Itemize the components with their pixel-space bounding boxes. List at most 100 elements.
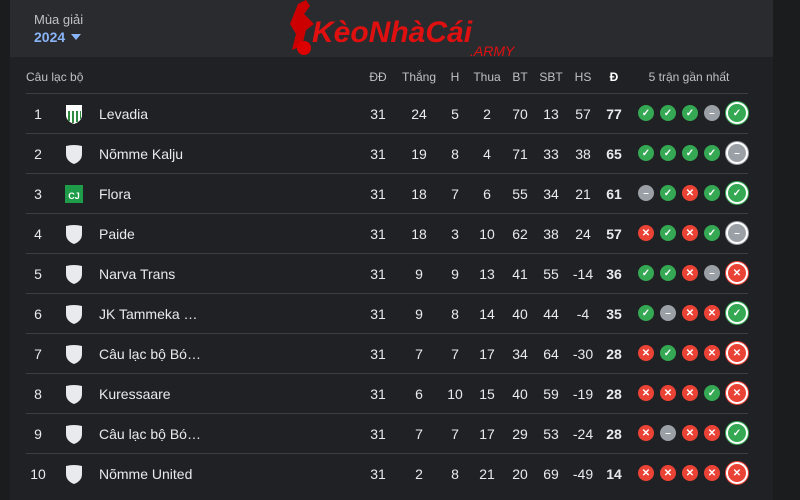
form-draw-icon[interactable]: – <box>704 105 720 121</box>
club-crest-icon <box>63 343 85 365</box>
form-loss-icon[interactable]: ✕ <box>638 385 654 401</box>
form-loss-icon[interactable]: ✕ <box>682 265 698 281</box>
form-draw-icon[interactable]: – <box>660 425 676 441</box>
club-crest-icon <box>63 463 85 485</box>
form-loss-icon[interactable]: ✕ <box>638 465 654 481</box>
form-loss-icon[interactable]: ✕ <box>704 465 720 481</box>
form-loss-icon[interactable]: ✕ <box>704 425 720 441</box>
form-win-icon[interactable]: ✓ <box>682 145 698 161</box>
table-row[interactable]: 7 Câu lạc bộ Bó… 31 7 7 17 34 64 -30 28 ✕ ✓ ✕ ✕ ✕ <box>26 333 748 373</box>
form-win-icon[interactable]: ✓ <box>704 185 720 201</box>
form-win-icon[interactable]: ✓ <box>704 225 720 241</box>
stat-gd: 21 <box>575 186 591 202</box>
form-draw-icon[interactable]: – <box>726 222 748 244</box>
form-draw-icon[interactable]: – <box>660 305 676 321</box>
form-draw-icon[interactable]: – <box>638 185 654 201</box>
form-win-icon[interactable]: ✓ <box>638 105 654 121</box>
form-win-icon[interactable]: ✓ <box>726 422 748 444</box>
form-loss-icon[interactable]: ✕ <box>660 465 676 481</box>
form-loss-icon[interactable]: ✕ <box>704 305 720 321</box>
form-win-icon[interactable]: ✓ <box>638 265 654 281</box>
form-loss-icon[interactable]: ✕ <box>726 342 748 364</box>
club-name[interactable]: Nõmme United <box>99 466 193 482</box>
stat-gd: 57 <box>575 106 591 122</box>
table-row[interactable]: 1 Levadia 31 24 5 2 70 13 57 77 ✓ ✓ ✓ – ✓ <box>26 93 748 133</box>
stat-draw: 8 <box>451 306 459 322</box>
table-row[interactable]: 6 JK Tammeka … 31 9 8 14 40 44 -4 35 ✓ – ✕ ✕ ✓ <box>26 293 748 333</box>
form-loss-icon[interactable]: ✕ <box>682 465 698 481</box>
stat-won: 7 <box>415 346 423 362</box>
form-loss-icon[interactable]: ✕ <box>704 345 720 361</box>
form-loss-icon[interactable]: ✕ <box>682 425 698 441</box>
stat-draw: 7 <box>451 426 459 442</box>
stat-gf: 34 <box>512 346 528 362</box>
club-name[interactable]: Narva Trans <box>99 266 176 282</box>
table-row[interactable]: 9 Câu lạc bộ Bó… 31 7 7 17 29 53 -24 28 ✕ – ✕ ✕ ✓ <box>26 413 748 453</box>
form-win-icon[interactable]: ✓ <box>726 182 748 204</box>
form-win-icon[interactable]: ✓ <box>638 145 654 161</box>
form-win-icon[interactable]: ✓ <box>660 345 676 361</box>
form-win-icon[interactable]: ✓ <box>660 265 676 281</box>
table-row[interactable]: 3 CJ Flora 31 18 7 6 55 34 21 61– ✓ ✕ ✓ ✓ <box>26 173 748 213</box>
stat-draw: 8 <box>451 146 459 162</box>
svg-text:.ARMY: .ARMY <box>470 43 516 59</box>
table-row[interactable]: 10 Nõmme United 31 2 8 21 20 69 -49 14 ✕ ✕ ✕ ✕ ✕ <box>26 453 748 493</box>
rank: 4 <box>34 226 42 242</box>
club-crest-icon <box>63 383 85 405</box>
table-row[interactable]: 8 Kuressaare 31 6 10 15 40 59 -19 28 ✕ ✕ ✕ ✓ ✕ <box>26 373 748 413</box>
club-name[interactable]: Kuressaare <box>99 386 171 402</box>
club-name[interactable]: Levadia <box>99 106 149 122</box>
stat-lost: 14 <box>479 306 495 322</box>
form-draw-icon[interactable]: – <box>704 265 720 281</box>
club-name[interactable]: Câu lạc bộ Bó… <box>99 426 201 442</box>
form-loss-icon[interactable]: ✕ <box>682 345 698 361</box>
form-win-icon[interactable]: ✓ <box>660 105 676 121</box>
form-win-icon[interactable]: ✓ <box>726 302 748 324</box>
rank: 8 <box>34 386 42 402</box>
form-loss-icon[interactable]: ✕ <box>638 345 654 361</box>
club-name[interactable]: Paide <box>99 226 135 242</box>
table-row[interactable]: 2 Nõmme Kalju 31 19 8 4 71 33 38 65 ✓ ✓ ✓ ✓ – <box>26 133 748 173</box>
rank: 9 <box>34 426 42 442</box>
form-loss-icon[interactable]: ✕ <box>726 382 748 404</box>
form-win-icon[interactable]: ✓ <box>682 105 698 121</box>
stat-pts: 14 <box>606 466 622 482</box>
stat-won: 18 <box>411 186 427 202</box>
club-name[interactable]: Câu lạc bộ Bó… <box>99 346 201 362</box>
form-draw-icon[interactable]: – <box>726 142 748 164</box>
form-win-icon[interactable]: ✓ <box>638 305 654 321</box>
stat-lost: 10 <box>479 226 495 242</box>
form-loss-icon[interactable]: ✕ <box>682 305 698 321</box>
season-dropdown[interactable]: 2024 <box>34 29 82 45</box>
form-loss-icon[interactable]: ✕ <box>660 385 676 401</box>
stat-gd: -24 <box>572 426 594 442</box>
stat-played: 31 <box>370 146 386 162</box>
form-win-icon[interactable]: ✓ <box>660 145 676 161</box>
form-win-icon[interactable]: ✓ <box>660 185 676 201</box>
stat-played: 31 <box>370 106 386 122</box>
stat-played: 31 <box>370 426 386 442</box>
stat-pts: 28 <box>606 346 622 362</box>
form-loss-icon[interactable]: ✕ <box>682 385 698 401</box>
form-loss-icon[interactable]: ✕ <box>726 462 748 484</box>
form-loss-icon[interactable]: ✕ <box>638 425 654 441</box>
club-name[interactable]: Nõmme Kalju <box>99 146 184 162</box>
form-win-icon[interactable]: ✓ <box>660 225 676 241</box>
form-win-icon[interactable]: ✓ <box>704 145 720 161</box>
stat-ga: 53 <box>543 426 559 442</box>
club-name[interactable]: JK Tammeka … <box>99 306 198 322</box>
table-row[interactable]: 5 Narva Trans 31 9 9 13 41 55 -14 36 ✓ ✓ ✕ – ✕ <box>26 253 748 293</box>
table-header: Câu lạc bộ ĐĐ Thắng H Thua BT SBT HS Đ 5… <box>10 70 773 92</box>
stat-gd: 38 <box>575 146 591 162</box>
form-loss-icon[interactable]: ✕ <box>682 185 698 201</box>
club-name[interactable]: Flora <box>99 186 131 202</box>
form-loss-icon[interactable]: ✕ <box>682 225 698 241</box>
form-win-icon[interactable]: ✓ <box>704 385 720 401</box>
form-loss-icon[interactable]: ✕ <box>638 225 654 241</box>
form-win-icon[interactable]: ✓ <box>726 102 748 124</box>
table-row[interactable]: 4 Paide 31 18 3 10 62 38 24 57 ✕ ✓ ✕ ✓ – <box>26 213 748 253</box>
club-crest-icon <box>63 263 85 285</box>
club-crest-icon <box>63 103 85 125</box>
brand-logo: KèoNhàCái .ARMY <box>290 0 516 59</box>
form-loss-icon[interactable]: ✕ <box>726 262 748 284</box>
